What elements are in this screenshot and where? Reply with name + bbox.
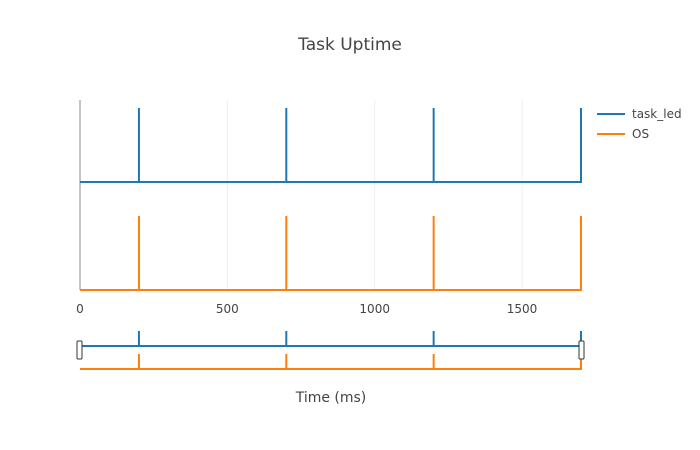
x-tick-label: 500: [216, 302, 239, 316]
slider-series-line: [80, 331, 582, 347]
legend-label: task_led: [632, 107, 682, 121]
x-axis-label: Time (ms): [295, 390, 367, 406]
legend-item-task-led[interactable]: task_led: [597, 107, 682, 121]
x-tick-label: 0: [76, 302, 84, 316]
series-line-task-led: [80, 108, 582, 183]
series-line-os: [80, 216, 582, 291]
range-slider-right-handle[interactable]: [578, 340, 585, 360]
chart-title: Task Uptime: [297, 35, 402, 55]
x-tick-label: 1500: [507, 302, 538, 316]
legend-label: OS: [632, 127, 649, 141]
legend[interactable]: task_led OS: [597, 107, 682, 141]
plot-area: [80, 108, 582, 291]
x-tick-label: 1000: [359, 302, 390, 316]
slider-series-line: [80, 354, 582, 370]
range-slider[interactable]: [76, 331, 585, 370]
grid-lines: [79, 100, 523, 290]
x-axis-ticks: 0 500 1000 1500: [76, 302, 537, 316]
legend-item-os[interactable]: OS: [597, 127, 649, 141]
range-slider-left-handle[interactable]: [76, 340, 83, 360]
